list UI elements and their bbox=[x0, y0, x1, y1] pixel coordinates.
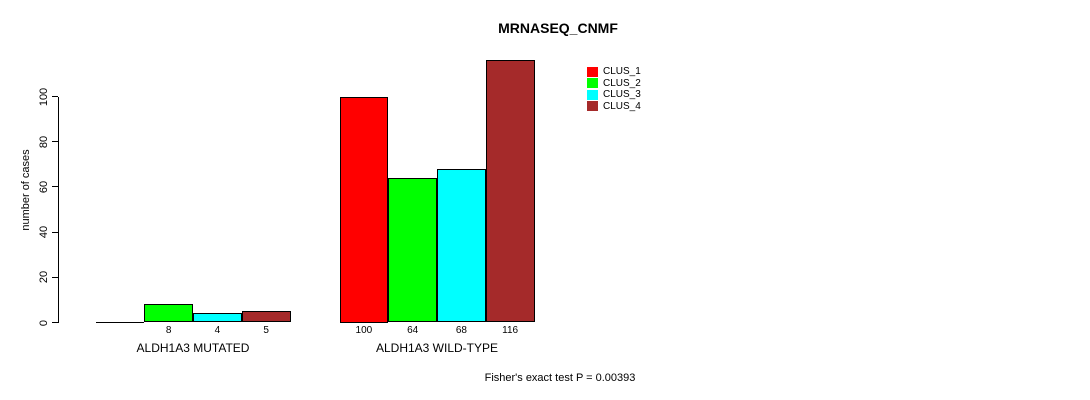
bar-value-label: 8 bbox=[165, 324, 172, 336]
y-axis-tick bbox=[52, 322, 58, 323]
legend-swatch-icon bbox=[587, 66, 598, 77]
y-axis-tick bbox=[52, 276, 58, 278]
y-axis-tick bbox=[52, 231, 58, 233]
y-axis-tick bbox=[52, 141, 58, 143]
bar-clus-2-aldh1a3-wild-type bbox=[388, 177, 437, 323]
bar-clus-1-aldh1a3-wild-type bbox=[339, 96, 389, 323]
bar-clus-3-aldh1a3-mutated bbox=[193, 313, 242, 323]
bar-value-label: 64 bbox=[407, 324, 419, 336]
y-axis-tick-label: 40 bbox=[38, 225, 50, 239]
bar-value-label: 4 bbox=[214, 324, 221, 336]
legend-item-label: CLUS_3 bbox=[603, 89, 641, 101]
annotation-fisher-test: Fisher's exact test P = 0.00393 bbox=[484, 372, 636, 384]
x-group-label-aldh1a3-mutated: ALDH1A3 MUTATED bbox=[136, 340, 250, 355]
legend-swatch-icon bbox=[587, 89, 598, 100]
x-group-label-aldh1a3-wild-type: ALDH1A3 WILD-TYPE bbox=[375, 340, 499, 355]
legend: CLUS_1 CLUS_2 CLUS_3 CLUS_4 bbox=[587, 66, 641, 112]
legend-item-label: CLUS_4 bbox=[603, 100, 641, 112]
y-axis-tick-label: 60 bbox=[38, 180, 50, 194]
bar-clus-4-aldh1a3-wild-type bbox=[485, 60, 535, 323]
y-axis-label: number of cases bbox=[20, 149, 32, 231]
legend-item-clus-1: CLUS_1 bbox=[587, 66, 641, 78]
y-axis-tick bbox=[52, 96, 58, 97]
legend-item-label: CLUS_2 bbox=[603, 77, 641, 89]
legend-swatch-icon bbox=[587, 78, 598, 89]
chart-title: MRNASEQ_CNMF bbox=[498, 20, 618, 36]
legend-item-clus-4: CLUS_4 bbox=[587, 101, 641, 113]
legend-item-clus-2: CLUS_2 bbox=[587, 78, 641, 90]
y-axis-tick bbox=[52, 186, 58, 188]
bar-value-label: 116 bbox=[502, 324, 519, 336]
bar-value-label: 5 bbox=[263, 324, 269, 336]
y-axis-tick-label: 100 bbox=[38, 87, 50, 106]
y-axis-tick-label: 80 bbox=[38, 135, 50, 148]
bar-value-label: 68 bbox=[455, 324, 467, 336]
bar-clus-3-aldh1a3-wild-type bbox=[437, 168, 486, 323]
bar-value-label: 100 bbox=[355, 324, 373, 336]
y-axis-tick-label: 20 bbox=[38, 271, 50, 284]
legend-swatch-icon bbox=[587, 101, 598, 112]
y-axis-tick-label: 0 bbox=[38, 319, 50, 326]
legend-item-clus-3: CLUS_3 bbox=[587, 89, 641, 101]
bar-clus-1-aldh1a3-mutated bbox=[95, 321, 145, 323]
y-axis-line bbox=[58, 96, 59, 323]
legend-item-label: CLUS_1 bbox=[603, 66, 641, 78]
bar-clus-2-aldh1a3-mutated bbox=[144, 304, 193, 323]
bar-clus-4-aldh1a3-mutated bbox=[241, 311, 291, 323]
